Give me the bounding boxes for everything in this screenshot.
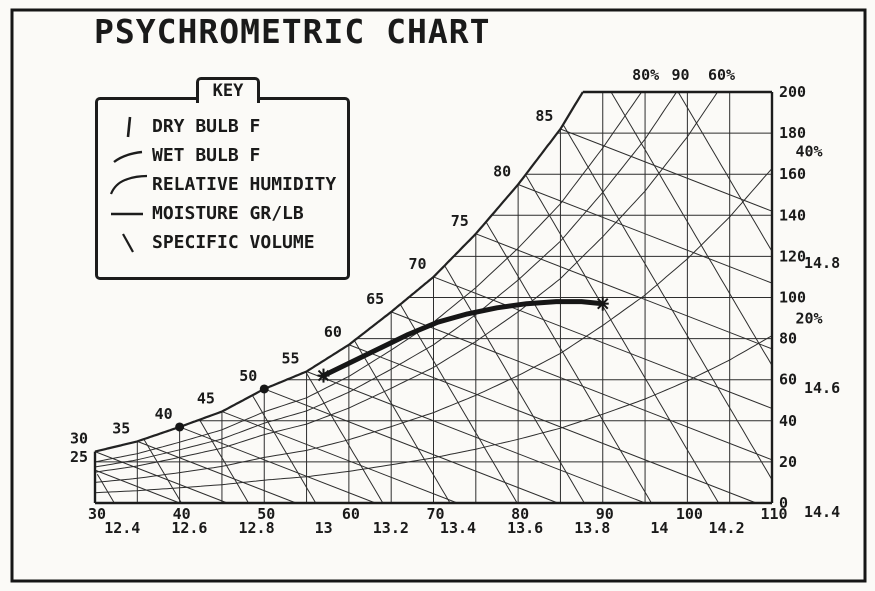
specific-volume-label: 14 xyxy=(650,519,668,537)
moisture-tick-label: 160 xyxy=(779,165,806,183)
key-legend: DRY BULB F WET BULB F RELATIVE HUMIDITY … xyxy=(95,97,350,280)
specific-volume-label: 13.8 xyxy=(574,519,610,537)
key-item-label: WET BULB F xyxy=(152,145,261,166)
key-item-dry-bulb: DRY BULB F xyxy=(98,112,347,141)
moisture-tick-label: 60 xyxy=(779,371,797,389)
relative-humidity-label: 40% xyxy=(795,142,822,160)
moisture-tick-label: 140 xyxy=(779,206,806,224)
specific-volume-lines xyxy=(96,91,773,504)
specific-volume-label: 14.6 xyxy=(804,379,840,397)
moisture-tick-label: 100 xyxy=(779,289,806,307)
key-item-label: SPECIFIC VOLUME xyxy=(152,232,315,253)
relative-humidity-label: 20% xyxy=(795,310,822,328)
moisture-tick-label: 200 xyxy=(779,83,806,101)
dry-bulb-tick-label: 50 xyxy=(257,505,275,523)
wet-bulb-label: 85 xyxy=(535,107,553,125)
moisture-symbol xyxy=(111,212,143,215)
moisture-tick-label: 80 xyxy=(779,330,797,348)
wet-bulb-symbol xyxy=(113,150,143,163)
wet-bulb-label: 25 xyxy=(70,448,88,466)
specific-volume-label: 12.4 xyxy=(104,519,140,537)
key-item-wet-bulb: WET BULB F xyxy=(98,141,347,170)
specific-volume-label: 13.4 xyxy=(440,519,476,537)
wet-bulb-label: 35 xyxy=(112,419,130,437)
key-item-moisture: MOISTURE GR/LB xyxy=(98,199,347,228)
wet-bulb-label: 70 xyxy=(408,255,426,273)
wet-bulb-lines xyxy=(94,128,773,504)
specific-volume-label: 12.8 xyxy=(238,519,274,537)
wet-bulb-label: 80 xyxy=(493,162,511,180)
specific-volume-label: 12.6 xyxy=(171,519,207,537)
key-item-label: DRY BULB F xyxy=(152,116,261,137)
wet-bulb-label: 50 xyxy=(239,367,257,385)
specific-volume-label: 14.8 xyxy=(804,254,840,272)
page-border xyxy=(10,8,867,583)
chart-border xyxy=(93,90,774,505)
specific-volume-symbol xyxy=(122,232,134,253)
relative-humidity-curves xyxy=(94,91,773,494)
moisture-tick-label: 180 xyxy=(779,124,806,142)
process-markers xyxy=(175,296,609,432)
wet-bulb-label: 65 xyxy=(366,290,384,308)
relative-humidity-symbol xyxy=(109,174,148,194)
wet-bulb-label: 75 xyxy=(451,212,469,230)
dry-bulb-tick-label: 30 xyxy=(88,505,106,523)
wet-bulb-label: 30 xyxy=(70,430,88,448)
saturation-dot xyxy=(259,384,269,394)
specific-volume-label: 13.6 xyxy=(507,519,543,537)
relative-humidity-label: 90 xyxy=(671,66,689,84)
key-tab: KEY xyxy=(196,77,260,103)
specific-volume-label: 13 xyxy=(315,519,333,537)
specific-volume-label: 14.4 xyxy=(804,503,840,521)
dry-bulb-tick-label: 40 xyxy=(173,505,191,523)
key-item-label: MOISTURE GR/LB xyxy=(152,203,304,224)
page-title: PSYCHROMETRIC CHART xyxy=(94,12,491,51)
dry-bulb-tick-label: 100 xyxy=(676,505,703,523)
process-curve xyxy=(321,299,606,379)
moisture-tick-label: 0 xyxy=(779,494,788,512)
moisture-tick-label: 120 xyxy=(779,247,806,265)
relative-humidity-label: 60% xyxy=(708,66,735,84)
dry-bulb-tick-label: 70 xyxy=(426,505,444,523)
specific-volume-label: 13.2 xyxy=(373,519,409,537)
relative-humidity-label: 80% xyxy=(632,66,659,84)
dry-bulb-tick-label: 80 xyxy=(511,505,529,523)
wet-bulb-label: 40 xyxy=(155,405,173,423)
wet-bulb-label: 45 xyxy=(197,390,215,408)
key-item-relative-humidity: RELATIVE HUMIDITY xyxy=(98,170,347,199)
dry-bulb-tick-label: 90 xyxy=(596,505,614,523)
moisture-tick-label: 20 xyxy=(779,453,797,471)
specific-volume-label: 14.2 xyxy=(709,519,745,537)
dry-bulb-tick-label: 60 xyxy=(342,505,360,523)
wet-bulb-label: 55 xyxy=(282,349,300,367)
key-item-specific-volume: SPECIFIC VOLUME xyxy=(98,228,347,257)
dry-bulb-symbol xyxy=(126,116,132,137)
key-item-label: RELATIVE HUMIDITY xyxy=(152,174,337,195)
moisture-tick-label: 40 xyxy=(779,412,797,430)
wet-bulb-label: 60 xyxy=(324,323,342,341)
saturation-dot xyxy=(175,422,185,432)
dry-bulb-tick-label: 110 xyxy=(760,505,787,523)
